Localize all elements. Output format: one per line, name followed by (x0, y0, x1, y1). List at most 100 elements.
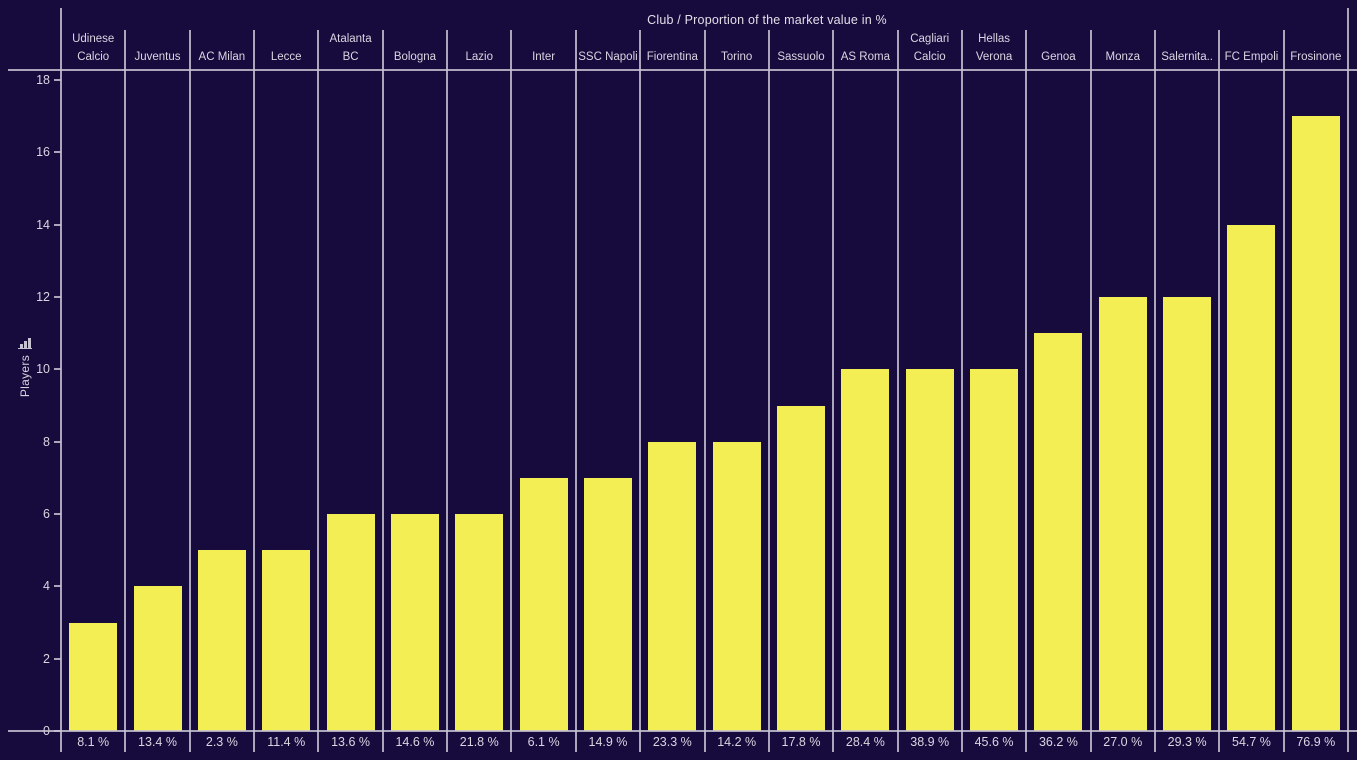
column-separator (381, 30, 384, 752)
column-header-label: Lazio (465, 51, 494, 63)
bar[interactable] (455, 514, 504, 731)
bar[interactable] (326, 514, 375, 731)
pane-right-line (1347, 8, 1349, 752)
bar[interactable] (69, 622, 118, 731)
column-header[interactable]: Monza (1091, 30, 1155, 69)
column-header-label: Verona (975, 51, 1013, 63)
column-header[interactable]: Fiorentina (640, 30, 704, 69)
y-tick-label: 6 (43, 507, 50, 521)
y-tick-mark (54, 513, 61, 515)
column-header-label: Udinese (72, 33, 115, 45)
bar[interactable] (519, 477, 568, 731)
column-header-label: Juventus (134, 51, 181, 63)
y-tick-mark (54, 440, 61, 443)
market-value-label: 76.9 % (1296, 735, 1336, 749)
axis-left-line (60, 8, 62, 752)
column-header[interactable]: Bologna (383, 30, 447, 69)
column-separator (574, 30, 577, 752)
bar[interactable] (583, 477, 632, 731)
column-separator (896, 30, 899, 752)
column-header[interactable]: Lecce (254, 30, 318, 69)
bar[interactable] (970, 369, 1019, 731)
column-separator (317, 30, 320, 752)
bar[interactable] (133, 586, 182, 731)
market-value-label: 27.0 % (1103, 735, 1143, 749)
column-separator (1218, 30, 1221, 752)
bar[interactable] (262, 550, 311, 731)
y-tick-mark (54, 296, 61, 298)
market-value-label: 13.6 % (331, 735, 371, 749)
column-header-label: Inter (532, 51, 556, 63)
column-header[interactable]: Juventus (125, 30, 189, 69)
column-separator (639, 30, 642, 752)
y-tick-mark (54, 151, 61, 154)
column-header-label: Frosinone (1290, 51, 1342, 63)
column-separator (446, 30, 449, 752)
column-header-label: Calcio (77, 51, 110, 63)
x-axis-baseline (8, 730, 1357, 732)
bar[interactable] (905, 369, 954, 731)
column-separator (703, 30, 706, 752)
column-separator (188, 30, 191, 752)
column-header[interactable]: FC Empoli (1219, 30, 1283, 69)
column-header[interactable]: AC Milan (190, 30, 254, 69)
column-header-label: Fiorentina (646, 51, 698, 63)
y-tick-mark (54, 79, 61, 81)
market-value-label: 14.6 % (395, 735, 435, 749)
column-header[interactable]: SSC Napoli (576, 30, 640, 69)
column-separator (1025, 30, 1028, 752)
column-header[interactable]: Atalanta BC (318, 30, 382, 69)
market-value-label: 54.7 % (1232, 735, 1271, 749)
market-value-label: 8.1 % (77, 735, 110, 749)
column-header[interactable]: Frosinone (1284, 30, 1348, 69)
market-value-label: 13.4 % (138, 735, 177, 749)
market-value-label: 28.4 % (845, 735, 885, 749)
column-header[interactable]: Inter (511, 30, 575, 69)
bar[interactable] (841, 369, 890, 731)
column-header-label: Monza (1105, 51, 1141, 63)
column-separator (510, 30, 513, 752)
column-header[interactable]: Cagliari Calcio (898, 30, 962, 69)
column-header-label: Calcio (913, 51, 946, 63)
bar[interactable] (1291, 116, 1340, 731)
bar[interactable] (197, 550, 246, 731)
bar[interactable] (648, 441, 697, 731)
bar[interactable] (1034, 333, 1083, 731)
y-tick-mark (54, 223, 61, 226)
y-tick-mark (54, 585, 61, 588)
y-tick-label: 14 (36, 217, 50, 232)
y-tick-label: 2 (43, 651, 50, 666)
y-tick-label: 12 (36, 290, 50, 304)
market-value-label: 21.8 % (459, 735, 499, 749)
column-header-label: AS Roma (840, 51, 890, 63)
column-header[interactable]: AS Roma (833, 30, 897, 69)
column-separator (767, 30, 770, 752)
chart-title: Club / Proportion of the market value in… (647, 13, 887, 27)
column-separator (1089, 30, 1092, 752)
column-header[interactable]: Torino (705, 30, 769, 69)
column-header[interactable]: Hellas Verona (962, 30, 1026, 69)
bar[interactable] (1163, 297, 1212, 731)
y-tick-label: 4 (43, 579, 50, 594)
column-header-label: BC (342, 51, 359, 63)
column-header-label: Cagliari (910, 33, 950, 45)
bar[interactable] (712, 441, 761, 731)
column-separator (1282, 30, 1285, 752)
bar[interactable] (1227, 224, 1276, 731)
column-header-label: Atalanta (329, 33, 372, 45)
column-header-label: Lecce (270, 51, 302, 63)
column-header[interactable]: Lazio (447, 30, 511, 69)
market-value-label: 38.9 % (910, 735, 950, 749)
column-header[interactable]: Sassuolo (769, 30, 833, 69)
column-header-label: Hellas (978, 33, 1011, 45)
bar[interactable] (1098, 297, 1147, 731)
column-header[interactable]: Salernita.. (1155, 30, 1219, 69)
bar[interactable] (777, 405, 826, 731)
y-tick-label: 8 (43, 434, 50, 449)
bar[interactable] (390, 514, 439, 731)
column-header[interactable]: Genoa (1026, 30, 1090, 69)
column-separator (253, 30, 256, 752)
y-tick-mark (54, 657, 61, 660)
column-header[interactable]: Udinese Calcio (61, 30, 125, 69)
market-value-label: 17.8 % (781, 735, 821, 749)
